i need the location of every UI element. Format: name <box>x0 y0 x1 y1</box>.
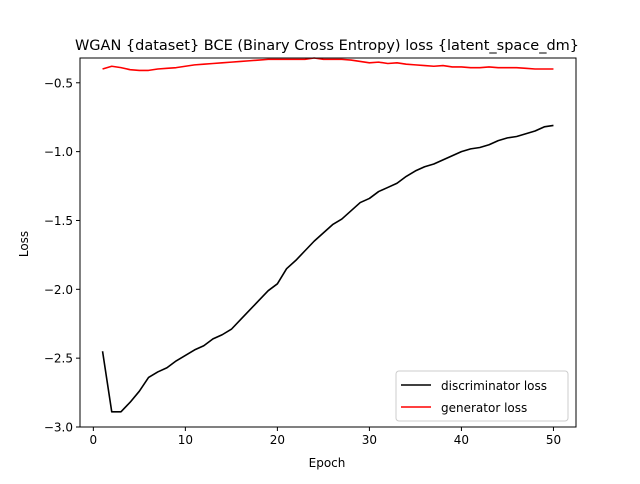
series-line-discriminator-loss <box>101 124 554 413</box>
legend-label-discriminator: discriminator loss <box>441 379 547 393</box>
y-tick-label: −2.0 <box>44 283 73 297</box>
y-axis-label: Loss <box>17 231 31 257</box>
y-tick-label: −1.0 <box>44 145 73 159</box>
series-line-generator-loss <box>102 57 554 72</box>
x-tick-label: 10 <box>178 433 193 447</box>
x-tick-label: 30 <box>362 433 377 447</box>
x-axis-label: Epoch <box>309 456 346 470</box>
legend: discriminator loss generator loss <box>395 370 569 422</box>
y-tick-label: −1.5 <box>44 214 73 228</box>
legend-box <box>395 370 569 422</box>
plot-area <box>101 57 554 413</box>
x-tick-label: 40 <box>454 433 469 447</box>
x-tick-label: 0 <box>90 433 98 447</box>
legend-label-generator: generator loss <box>441 401 527 415</box>
plot-frame <box>79 57 577 428</box>
y-axis-ticks: −3.0 −2.5 −2.0 −1.5 −1.0 −0.5 <box>44 76 80 435</box>
chart-title: WGAN {dataset} BCE (Binary Cross Entropy… <box>75 38 579 54</box>
x-tick-label: 50 <box>546 433 561 447</box>
y-tick-label: −2.5 <box>44 352 73 366</box>
y-tick-label: −0.5 <box>44 76 73 90</box>
y-tick-label: −3.0 <box>44 421 73 435</box>
x-tick-label: 20 <box>270 433 285 447</box>
x-axis-ticks: 0 10 20 30 40 50 <box>90 427 561 447</box>
